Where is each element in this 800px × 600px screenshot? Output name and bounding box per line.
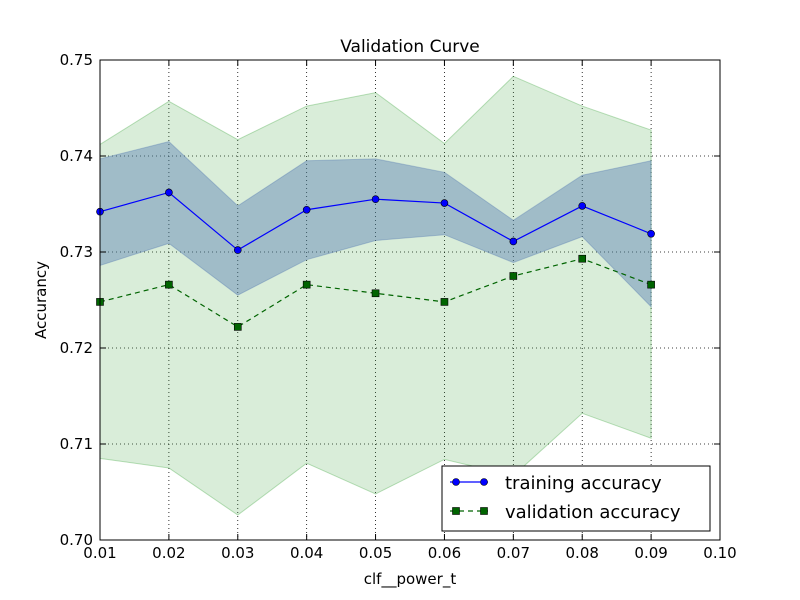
validation-accuracy-point	[371, 289, 380, 298]
grid	[100, 60, 720, 540]
training-accuracy-point	[578, 202, 587, 210]
y-axis-label: Accurancy	[32, 261, 50, 339]
x-tick-label: 0.02	[152, 544, 185, 562]
x-tick-label: 0.05	[359, 544, 392, 562]
y-tick-label: 0.75	[60, 51, 93, 69]
training-accuracy-band	[99, 141, 652, 308]
validation-accuracy-point	[578, 254, 587, 263]
training-accuracy-point	[165, 188, 173, 197]
x-tick-label: 0.09	[634, 544, 667, 562]
x-tick-label: 0.01	[83, 544, 116, 562]
x-tick-label: 0.08	[566, 544, 599, 562]
legend: training accuracy validation accuracy	[441, 465, 711, 532]
validation-accuracy-point	[440, 298, 449, 306]
y-tick-label: 0.71	[60, 435, 93, 453]
validation-accuracy-point	[165, 280, 173, 289]
legend-box	[441, 465, 711, 532]
x-tick-label: 0.04	[290, 544, 323, 562]
training-accuracy-point	[371, 195, 380, 203]
validation-accuracy-point	[647, 280, 655, 289]
x-axis-label: clf__power_t	[364, 570, 457, 589]
x-tick-label: 0.06	[428, 544, 461, 562]
legend-validation-marker	[480, 507, 488, 515]
chart-title: Validation Curve	[340, 37, 480, 57]
y-tick-label: 0.70	[60, 531, 93, 549]
axis-ticks: 0.01 0.02 0.03 0.04 0.05 0.06 0.07 0.08 0.09 0.10…	[60, 51, 737, 562]
validation-accuracy-point	[233, 323, 242, 331]
y-tick-label: 0.72	[60, 339, 93, 357]
legend-training-marker	[452, 478, 460, 486]
validation-accuracy-point	[509, 272, 518, 280]
legend-validation-marker	[452, 507, 460, 515]
validation-accuracy-point	[302, 280, 311, 289]
y-tick-label: 0.74	[60, 147, 93, 165]
training-accuracy-point	[440, 199, 449, 207]
training-accuracy-point	[233, 246, 242, 254]
x-tick-label: 0.10	[703, 544, 736, 562]
legend-training-label: training accuracy	[505, 473, 662, 494]
legend-training-marker	[480, 478, 488, 486]
training-accuracy-point	[647, 229, 655, 238]
training-accuracy-point	[509, 237, 518, 246]
training-accuracy-point	[302, 205, 311, 214]
x-tick-label: 0.07	[497, 544, 530, 562]
y-tick-label: 0.73	[60, 243, 93, 261]
legend-validation-label: validation accuracy	[505, 502, 681, 523]
plot-area-frame	[99, 59, 721, 541]
x-tick-label: 0.03	[221, 544, 254, 562]
